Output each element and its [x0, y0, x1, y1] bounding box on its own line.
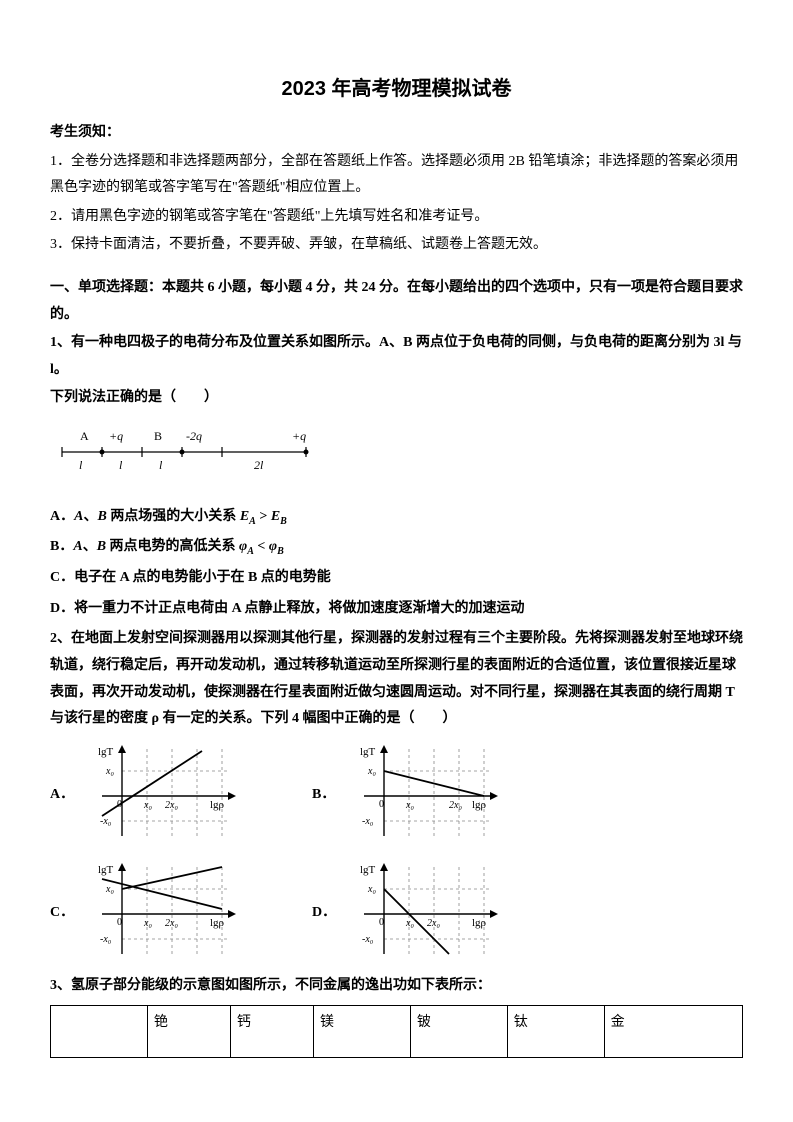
svg-text:-x₀: -x₀: [100, 816, 112, 827]
svg-text:lgT: lgT: [360, 746, 376, 758]
svg-text:lgT: lgT: [98, 746, 114, 758]
table-cell: 钙: [230, 1006, 313, 1058]
instruction-3: 3．保持卡面清洁，不要折叠，不要弄破、弄皱，在草稿纸、试题卷上答题无效。: [50, 232, 743, 259]
svg-text:-x₀: -x₀: [100, 934, 112, 945]
svg-text:x₀: x₀: [105, 884, 114, 895]
svg-text:2l: 2l: [254, 458, 264, 472]
svg-text:0: 0: [117, 799, 122, 810]
table-cell: [51, 1006, 148, 1058]
section-1-header: 一、单项选择题：本题共 6 小题，每小题 4 分，共 24 分。在每小题给出的四…: [50, 275, 743, 328]
svg-text:A: A: [80, 429, 89, 443]
q2-chart-b: lgT x₀ 0 -x₀ x₀ 2x₀ lgρ: [354, 741, 504, 851]
svg-text:0: 0: [379, 917, 384, 928]
svg-text:l: l: [119, 458, 123, 472]
svg-text:x₀: x₀: [143, 918, 152, 929]
q1-option-c: C．电子在 A 点的电势能小于在 B 点的电势能: [50, 565, 743, 592]
svg-text:l: l: [79, 458, 83, 472]
table-cell: 铯: [147, 1006, 230, 1058]
svg-text:-2q: -2q: [186, 429, 202, 443]
q2-label-b: B．: [312, 782, 334, 809]
q2-label-d: D．: [312, 900, 334, 927]
table-cell: 钛: [507, 1006, 604, 1058]
table-cell: 金: [604, 1006, 742, 1058]
svg-text:2x₀: 2x₀: [165, 918, 178, 929]
svg-text:0: 0: [117, 917, 122, 928]
svg-text:x₀: x₀: [405, 800, 414, 811]
svg-text:2x₀: 2x₀: [449, 800, 462, 811]
svg-text:x₀: x₀: [367, 766, 376, 777]
instructions-header: 考生须知：: [50, 120, 743, 147]
exam-title: 2023 年高考物理模拟试卷: [50, 70, 743, 108]
svg-text:lgρ: lgρ: [472, 799, 487, 811]
svg-text:+q: +q: [292, 429, 306, 443]
q1-option-b: B．A、B 两点电势的高低关系 φA < φB: [50, 534, 743, 561]
table-cell: 镁: [313, 1006, 410, 1058]
svg-text:x₀: x₀: [143, 800, 152, 811]
svg-text:+q: +q: [109, 429, 123, 443]
svg-text:lgρ: lgρ: [472, 917, 487, 929]
svg-text:2x₀: 2x₀: [165, 800, 178, 811]
svg-text:lgT: lgT: [360, 864, 376, 876]
svg-text:B: B: [154, 429, 162, 443]
q2-chart-c: lgT x₀ 0 -x₀ x₀ 2x₀ lgρ: [92, 859, 242, 969]
svg-text:x₀: x₀: [405, 918, 414, 929]
svg-text:-x₀: -x₀: [362, 934, 374, 945]
q1-option-a: A．A、B 两点场强的大小关系 EA > EB: [50, 504, 743, 531]
svg-text:x₀: x₀: [367, 884, 376, 895]
q2-chart-d: lgT x₀ 0 -x₀ x₀ 2x₀ lgρ: [354, 859, 504, 969]
svg-text:-x₀: -x₀: [362, 816, 374, 827]
instruction-1: 1．全卷分选择题和非选择题两部分，全部在答题纸上作答。选择题必须用 2B 铅笔填…: [50, 149, 743, 202]
svg-text:lgρ: lgρ: [210, 799, 225, 811]
svg-text:2x₀: 2x₀: [427, 918, 440, 929]
svg-text:lgρ: lgρ: [210, 917, 225, 929]
q2-chart-a: lgT x₀ 0 -x₀ x₀ 2x₀ lgρ: [92, 741, 242, 851]
instruction-2: 2．请用黑色字迹的钢笔或答字笔在"答题纸"上先填写姓名和准考证号。: [50, 204, 743, 231]
q3-stem: 3、氢原子部分能级的示意图如图所示，不同金属的逸出功如下表所示：: [50, 973, 743, 1000]
q1-stem-1: 1、有一种电四极子的电荷分布及位置关系如图所示。A、B 两点位于负电荷的同侧，与…: [50, 330, 743, 383]
q1-stem-2: 下列说法正确的是（ ）: [50, 385, 743, 412]
q2-stem: 2、在地面上发射空间探测器用以探测其他行星，探测器的发射过程有三个主要阶段。先将…: [50, 626, 743, 732]
q3-metal-table: 铯 钙 镁 铍 钛 金: [50, 1005, 743, 1058]
svg-text:x₀: x₀: [105, 766, 114, 777]
q1-diagram: A +q B -2q +q l l l 2l: [54, 422, 314, 477]
table-row: 铯 钙 镁 铍 钛 金: [51, 1006, 743, 1058]
svg-text:l: l: [159, 458, 163, 472]
q1-option-d: D．将一重力不计正点电荷由 A 点静止释放，将做加速度逐渐增大的加速运动: [50, 596, 743, 623]
q2-label-c: C．: [50, 900, 72, 927]
table-cell: 铍: [410, 1006, 507, 1058]
q2-label-a: A．: [50, 782, 72, 809]
svg-text:0: 0: [379, 799, 384, 810]
svg-text:lgT: lgT: [98, 864, 114, 876]
